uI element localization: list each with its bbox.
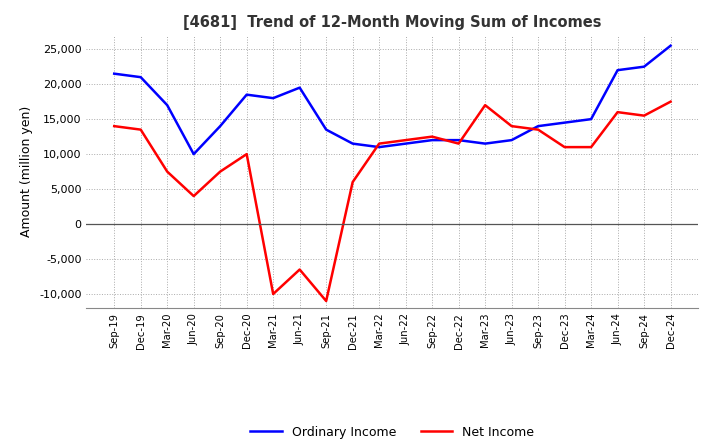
Net Income	[508, 124, 516, 129]
Ordinary Income	[560, 120, 569, 125]
Ordinary Income	[428, 137, 436, 143]
Y-axis label: Amount (million yen): Amount (million yen)	[20, 106, 34, 237]
Ordinary Income	[534, 124, 542, 129]
Net Income	[613, 110, 622, 115]
Net Income	[269, 291, 277, 297]
Net Income	[216, 169, 225, 174]
Ordinary Income	[375, 144, 384, 150]
Net Income	[587, 144, 595, 150]
Net Income	[428, 134, 436, 139]
Legend: Ordinary Income, Net Income: Ordinary Income, Net Income	[246, 421, 539, 440]
Net Income	[163, 169, 171, 174]
Line: Net Income: Net Income	[114, 102, 670, 301]
Net Income	[534, 127, 542, 132]
Title: [4681]  Trend of 12-Month Moving Sum of Incomes: [4681] Trend of 12-Month Moving Sum of I…	[183, 15, 602, 30]
Ordinary Income	[110, 71, 119, 76]
Ordinary Income	[587, 117, 595, 122]
Net Income	[481, 103, 490, 108]
Ordinary Income	[295, 85, 304, 90]
Ordinary Income	[136, 74, 145, 80]
Net Income	[243, 151, 251, 157]
Ordinary Income	[401, 141, 410, 146]
Net Income	[295, 267, 304, 272]
Ordinary Income	[613, 67, 622, 73]
Ordinary Income	[454, 137, 463, 143]
Net Income	[375, 141, 384, 146]
Net Income	[136, 127, 145, 132]
Ordinary Income	[508, 137, 516, 143]
Ordinary Income	[666, 43, 675, 48]
Ordinary Income	[348, 141, 357, 146]
Ordinary Income	[640, 64, 649, 70]
Net Income	[189, 194, 198, 199]
Net Income	[640, 113, 649, 118]
Net Income	[666, 99, 675, 104]
Line: Ordinary Income: Ordinary Income	[114, 46, 670, 154]
Ordinary Income	[269, 95, 277, 101]
Net Income	[322, 298, 330, 304]
Ordinary Income	[322, 127, 330, 132]
Net Income	[110, 124, 119, 129]
Net Income	[560, 144, 569, 150]
Ordinary Income	[481, 141, 490, 146]
Net Income	[401, 137, 410, 143]
Ordinary Income	[163, 103, 171, 108]
Net Income	[454, 141, 463, 146]
Net Income	[348, 180, 357, 185]
Ordinary Income	[243, 92, 251, 97]
Ordinary Income	[216, 124, 225, 129]
Ordinary Income	[189, 151, 198, 157]
